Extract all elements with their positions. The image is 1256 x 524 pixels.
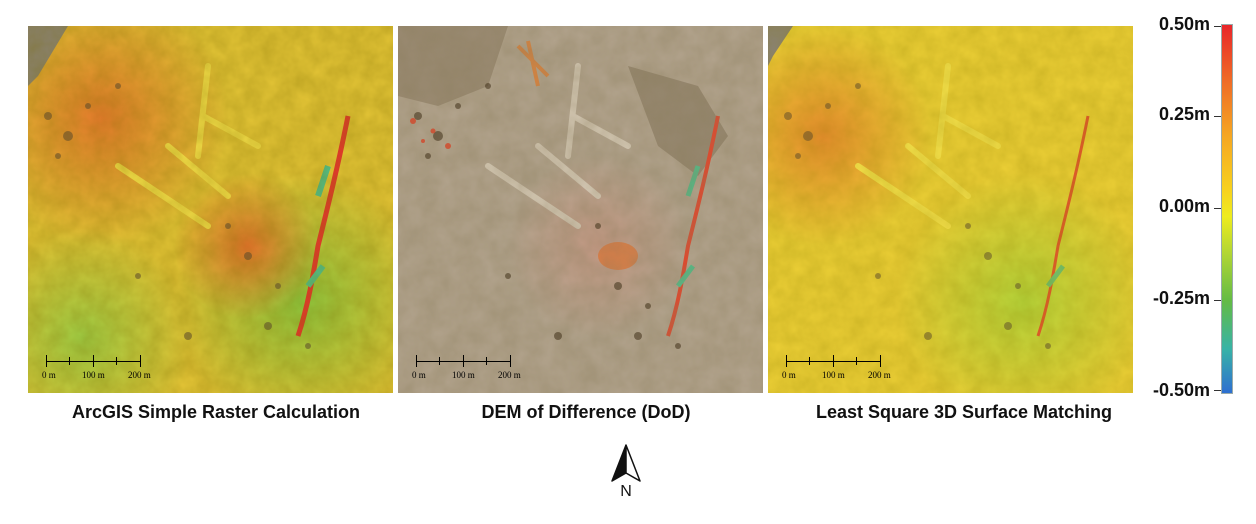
map-panel-arcgis: 0 m 100 m 200 m (28, 26, 393, 393)
north-arrow: N (608, 443, 644, 503)
map-panel-dod: 0 m 100 m 200 m (398, 26, 763, 393)
legend-tick (1214, 116, 1221, 117)
north-arrow-icon (611, 444, 641, 482)
map-panel-lsm: 0 m 100 m 200 m (768, 26, 1133, 393)
legend-label-min: -0.50m (1152, 380, 1210, 400)
legend-label-max: 0.50m (1158, 14, 1210, 34)
legend-tick (1214, 26, 1221, 27)
scale-label-200: 200 m (868, 370, 891, 380)
orthophoto-overlay-image (398, 26, 763, 393)
legend-tick (1214, 390, 1221, 391)
north-label: N (620, 483, 632, 500)
legend-label-upper: 0.25m (1158, 104, 1210, 124)
scale-label-100: 100 m (82, 370, 105, 380)
scale-label-0: 0 m (42, 370, 56, 380)
color-ramp-legend (1221, 24, 1233, 394)
difference-raster-image (768, 26, 1133, 393)
scale-label-100: 100 m (452, 370, 475, 380)
scale-label-100: 100 m (822, 370, 845, 380)
scale-label-200: 200 m (498, 370, 521, 380)
scale-label-200: 200 m (128, 370, 151, 380)
legend-tick (1214, 208, 1221, 209)
difference-raster-image (28, 26, 393, 393)
scale-label-0: 0 m (412, 370, 426, 380)
scale-label-0: 0 m (782, 370, 796, 380)
legend-tick (1214, 300, 1221, 301)
scale-bar: 0 m 100 m 200 m (782, 355, 902, 385)
legend-label-zero: 0.00m (1158, 196, 1210, 216)
caption-dod: DEM of Difference (DoD) (481, 402, 691, 422)
caption-arcgis: ArcGIS Simple Raster Calculation (71, 402, 361, 422)
legend-label-lower: -0.25m (1152, 288, 1210, 308)
scale-bar: 0 m 100 m 200 m (42, 355, 162, 385)
caption-lsm: Least Square 3D Surface Matching (815, 402, 1113, 422)
scale-bar: 0 m 100 m 200 m (412, 355, 532, 385)
